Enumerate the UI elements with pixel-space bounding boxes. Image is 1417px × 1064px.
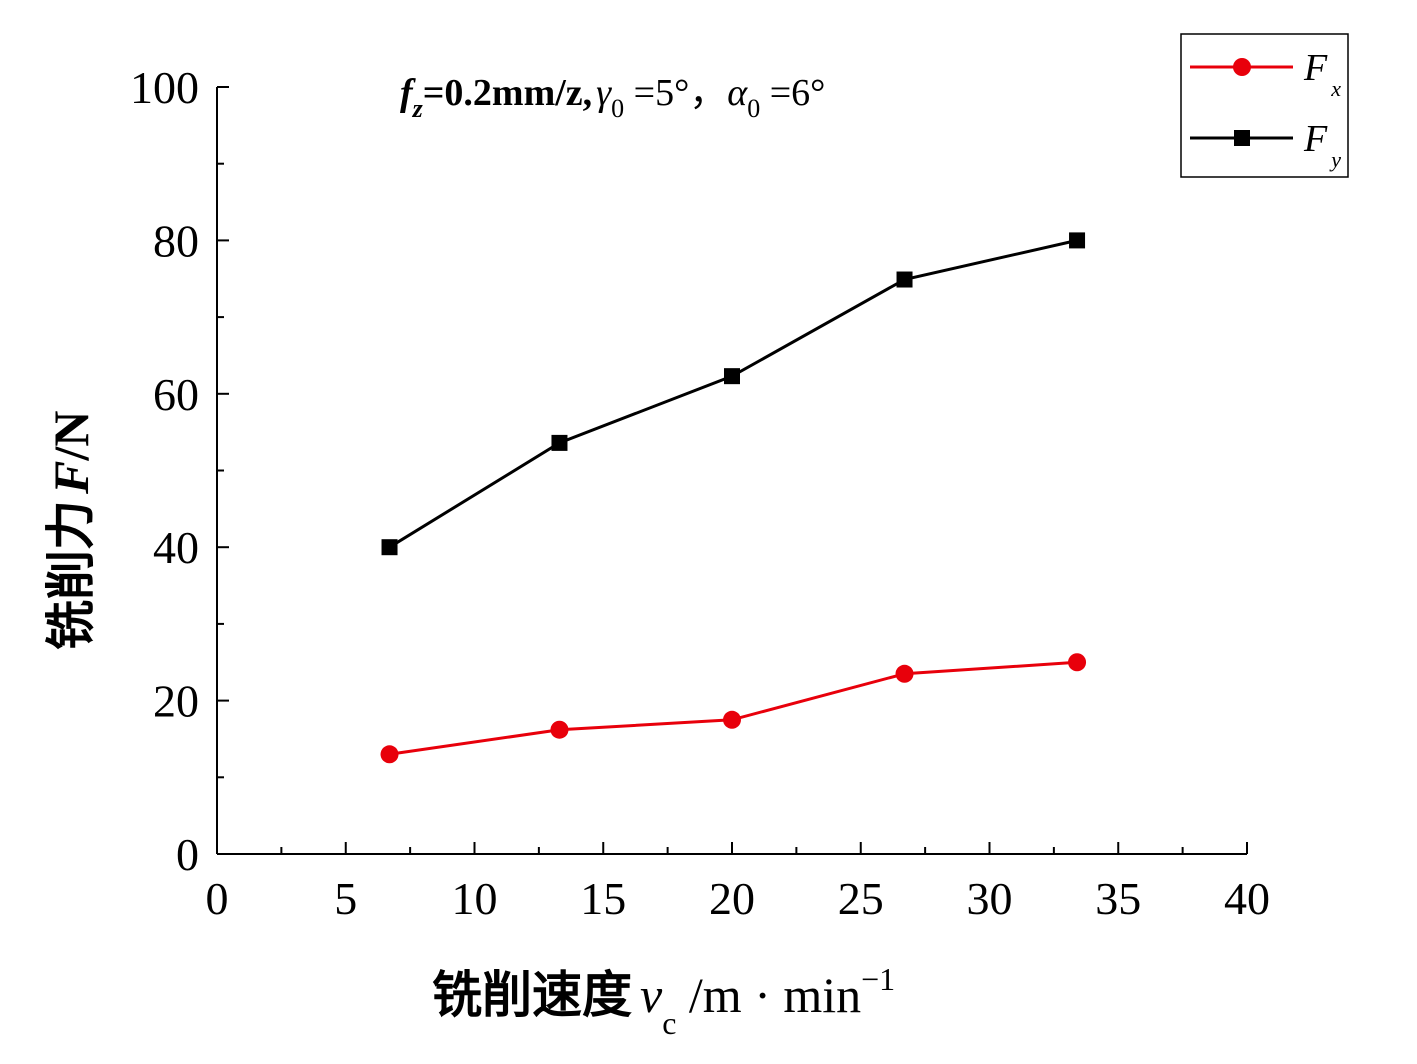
annot-f-rest: =0.2mm/z, [423,72,592,114]
data-point [550,720,569,739]
x-axis-title-text: 铣削速度 [432,966,632,1024]
data-point [896,271,913,288]
series-Fx [380,653,1087,764]
y-tick-label: 100 [130,62,199,113]
y-tick-label: 20 [153,676,199,727]
x-tick-label: 30 [967,873,1013,924]
annot-f-sub: z [412,94,424,123]
x-tick-label: 10 [452,873,498,924]
y-tick-label: 80 [153,215,199,266]
legend-marker-fy [1234,130,1250,146]
x-axis-var: v [640,967,663,1023]
series-Fy [381,232,1086,556]
data-point [723,710,741,729]
data-point [1068,653,1087,672]
x-tick-label: 35 [1095,873,1141,924]
y-tick-label: 0 [176,829,199,880]
x-axis-title: 铣削速度 vc /m · min−1 [432,961,895,1041]
series-line [388,238,1078,549]
y-axis-unit: /N [43,411,99,462]
x-axis-unit: /m · min [676,967,861,1023]
data-point [724,368,740,385]
ticks [216,86,1248,855]
x-tick-label: 25 [838,873,884,924]
axes [216,87,1247,855]
x-tick-label: 40 [1224,873,1270,924]
chart-annotation: fz=0.2mm/z, γ0 =5°，α0 =6° [400,72,825,123]
data-point [381,539,398,556]
y-tick-label: 60 [153,369,199,420]
annot-gamma-rest: =5°， [624,72,727,114]
y-axis-title-text: 铣削力 [42,500,100,650]
legend-box [1180,33,1349,178]
data-point [1069,232,1086,249]
x-tick-label: 20 [709,873,755,924]
series-line [389,660,1078,756]
x-tick-label: 0 [206,873,229,924]
data-point [551,434,568,451]
annot-alpha-symbol: α [727,72,748,114]
tick-labels: 0 5 10 15 20 25 30 35 40 0 20 40 60 80 100 [130,62,1270,924]
series-group [380,232,1087,764]
annot-f-symbol: f [400,72,416,114]
y-axis-title: 铣削力 F/N [42,411,100,650]
x-tick-label: 5 [334,873,357,924]
x-axis-sub: c [662,1005,676,1041]
annot-alpha-rest: =6° [760,72,825,114]
y-tick-label: 40 [153,522,199,573]
annot-alpha-sub: 0 [747,94,760,123]
annot-gamma-sub: 0 [611,94,624,123]
legend-marker-fx [1233,58,1251,76]
data-point [895,664,914,683]
annot-gamma-symbol: γ [596,72,612,114]
y-axis-var: F [43,461,99,495]
data-point [380,745,399,764]
x-axis-sup: −1 [861,961,895,997]
x-tick-label: 15 [580,873,626,924]
